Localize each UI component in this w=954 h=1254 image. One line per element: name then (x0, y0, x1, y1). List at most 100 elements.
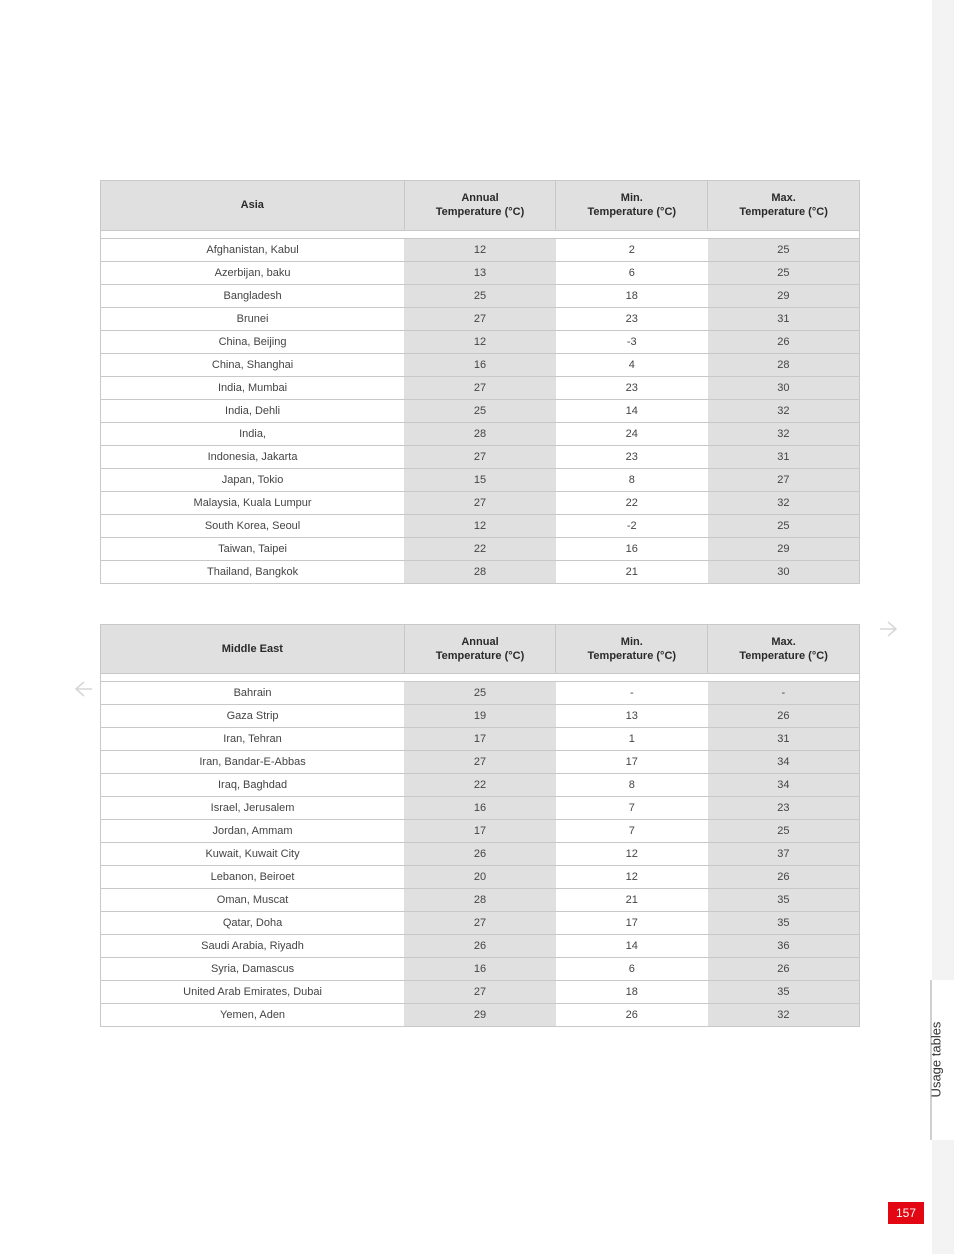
table-cell: 32 (708, 422, 860, 445)
table-cell: 23 (556, 376, 708, 399)
table-cell: 25 (404, 284, 556, 307)
table-cell: Lebanon, Beiroet (101, 866, 405, 889)
table-cell: Bahrain (101, 682, 405, 705)
table-cell: 26 (708, 330, 860, 353)
table-cell: Oman, Muscat (101, 889, 405, 912)
table-cell: 6 (556, 958, 708, 981)
table-cell: Azerbijan, baku (101, 261, 405, 284)
table-cell: China, Shanghai (101, 353, 405, 376)
table-row: Lebanon, Beiroet201226 (101, 866, 860, 889)
table-row: South Korea, Seoul12-225 (101, 514, 860, 537)
table-cell: 27 (404, 751, 556, 774)
table-cell: Jordan, Ammam (101, 820, 405, 843)
table-row: Yemen, Aden292632 (101, 1004, 860, 1027)
page-content: AsiaAnnualTemperature (°C)Min.Temperatur… (100, 180, 860, 1067)
data-table: AsiaAnnualTemperature (°C)Min.Temperatur… (100, 180, 860, 584)
table-cell: 8 (556, 468, 708, 491)
table-cell: Malaysia, Kuala Lumpur (101, 491, 405, 514)
table-row: Thailand, Bangkok282130 (101, 560, 860, 583)
table-cell: 24 (556, 422, 708, 445)
table-cell: 25 (708, 514, 860, 537)
section-tab: Usage tables (930, 980, 954, 1140)
table-cell: 28 (404, 560, 556, 583)
table-cell: India, Mumbai (101, 376, 405, 399)
table-cell: - (708, 682, 860, 705)
table-row: Malaysia, Kuala Lumpur272232 (101, 491, 860, 514)
table-row: India, Mumbai272330 (101, 376, 860, 399)
table-row: Iraq, Baghdad22834 (101, 774, 860, 797)
table-cell: 16 (556, 537, 708, 560)
table-cell: 13 (556, 705, 708, 728)
table-cell: 37 (708, 843, 860, 866)
table-cell: South Korea, Seoul (101, 514, 405, 537)
table-cell: 14 (556, 399, 708, 422)
table-cell: Yemen, Aden (101, 1004, 405, 1027)
table-row: Iran, Tehran17131 (101, 728, 860, 751)
table-cell: 27 (404, 912, 556, 935)
table-cell: 23 (708, 797, 860, 820)
table-row: Saudi Arabia, Riyadh261436 (101, 935, 860, 958)
table-cell: 28 (404, 422, 556, 445)
table-cell: -2 (556, 514, 708, 537)
table-cell: -3 (556, 330, 708, 353)
table-cell: Iraq, Baghdad (101, 774, 405, 797)
table-row: Indonesia, Jakarta272331 (101, 445, 860, 468)
table-cell: Syria, Damascus (101, 958, 405, 981)
table-cell: 16 (404, 353, 556, 376)
table-cell: 34 (708, 751, 860, 774)
table-cell: Brunei (101, 307, 405, 330)
table-header: Max.Temperature (°C) (708, 181, 860, 231)
table-cell: 27 (404, 307, 556, 330)
table-cell: 4 (556, 353, 708, 376)
table-cell: 35 (708, 889, 860, 912)
table-cell: 1 (556, 728, 708, 751)
table-cell: 13 (404, 261, 556, 284)
table-cell: 12 (556, 843, 708, 866)
table-header: Min.Temperature (°C) (556, 181, 708, 231)
prev-page-arrow[interactable] (72, 680, 92, 704)
table-row: Qatar, Doha271735 (101, 912, 860, 935)
table-cell: - (556, 682, 708, 705)
table-cell: 31 (708, 307, 860, 330)
table-row: Taiwan, Taipei221629 (101, 537, 860, 560)
table-cell: 32 (708, 1004, 860, 1027)
page-number: 157 (888, 1202, 924, 1224)
table-header: Max.Temperature (°C) (708, 624, 860, 674)
table-header: AnnualTemperature (°C) (404, 181, 556, 231)
table-cell: 12 (404, 514, 556, 537)
table-cell: 26 (556, 1004, 708, 1027)
table-cell: 8 (556, 774, 708, 797)
table-row: Afghanistan, Kabul12225 (101, 238, 860, 261)
table-cell: Indonesia, Jakarta (101, 445, 405, 468)
table-row: United Arab Emirates, Dubai271835 (101, 981, 860, 1004)
table-row: China, Beijing12-326 (101, 330, 860, 353)
table-cell: 27 (404, 981, 556, 1004)
tables-container: AsiaAnnualTemperature (°C)Min.Temperatur… (100, 180, 860, 1027)
section-tab-label: Usage tables (928, 1022, 943, 1098)
table-row: Israel, Jerusalem16723 (101, 797, 860, 820)
table-cell: 17 (556, 751, 708, 774)
table-cell: 29 (404, 1004, 556, 1027)
table-cell: 23 (556, 445, 708, 468)
table-cell: 12 (404, 330, 556, 353)
table-cell: Thailand, Bangkok (101, 560, 405, 583)
table-cell: 32 (708, 491, 860, 514)
table-cell: 6 (556, 261, 708, 284)
table-cell: 36 (708, 935, 860, 958)
table-cell: 31 (708, 728, 860, 751)
table-cell: 22 (404, 774, 556, 797)
table-row: Brunei272331 (101, 307, 860, 330)
table-cell: 12 (404, 238, 556, 261)
table-cell: United Arab Emirates, Dubai (101, 981, 405, 1004)
table-header: Asia (101, 181, 405, 231)
table-cell: India, (101, 422, 405, 445)
table-header: AnnualTemperature (°C) (404, 624, 556, 674)
table-cell: Saudi Arabia, Riyadh (101, 935, 405, 958)
table-cell: 15 (404, 468, 556, 491)
next-page-arrow[interactable] (880, 620, 900, 644)
table-cell: 30 (708, 560, 860, 583)
table-cell: 26 (708, 866, 860, 889)
table-cell: 27 (404, 376, 556, 399)
table-cell: 25 (708, 820, 860, 843)
table-cell: 27 (404, 445, 556, 468)
